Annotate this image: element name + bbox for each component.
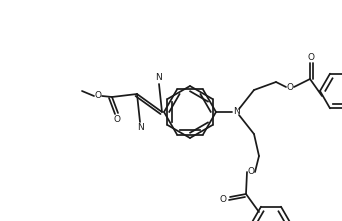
Text: N: N (156, 74, 162, 82)
Text: O: O (248, 168, 254, 177)
Text: O: O (287, 82, 293, 91)
Text: N: N (233, 107, 239, 116)
Text: O: O (114, 116, 120, 124)
Text: O: O (307, 53, 315, 61)
Text: O: O (94, 91, 102, 101)
Text: O: O (220, 194, 226, 204)
Text: N: N (136, 124, 143, 133)
